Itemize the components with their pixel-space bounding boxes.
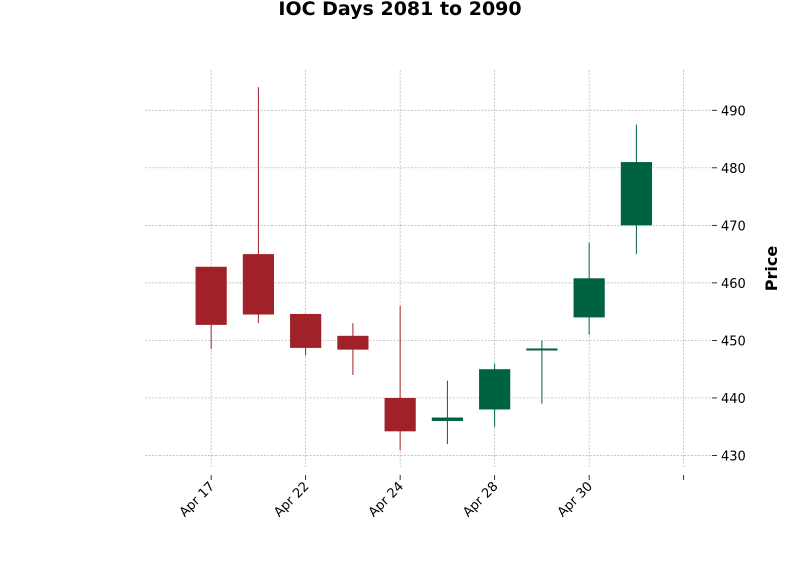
candle-body — [479, 369, 511, 410]
y-tick-label: 450 — [721, 334, 746, 349]
x-tick-label: Apr 30 — [555, 479, 596, 520]
y-tick-label: 430 — [721, 449, 746, 464]
y-tick-label: 490 — [721, 104, 746, 119]
candle-body — [431, 417, 463, 421]
y-tick-label: 470 — [721, 219, 746, 234]
y-tick-label: 440 — [721, 392, 746, 407]
candle-body — [573, 278, 605, 318]
x-tick-label: Apr 24 — [366, 479, 407, 520]
y-tick-label: 460 — [721, 277, 746, 292]
candle-body — [242, 254, 274, 315]
chart-title: IOC Days 2081 to 2090 — [278, 0, 522, 20]
y-axis-label: Price — [762, 246, 781, 292]
candle-body — [290, 313, 322, 348]
x-tick-label: Apr 22 — [271, 479, 312, 520]
grid-lines — [145, 70, 712, 467]
y-tick-label: 480 — [721, 162, 746, 177]
candle-body — [526, 348, 558, 351]
candle-body — [384, 397, 416, 432]
candle-body — [195, 266, 227, 325]
candle-body — [620, 162, 652, 226]
x-tick-label: Apr 28 — [460, 479, 501, 520]
candles — [195, 87, 652, 451]
x-tick-label: Apr 17 — [177, 479, 218, 520]
candle-body — [337, 335, 369, 350]
